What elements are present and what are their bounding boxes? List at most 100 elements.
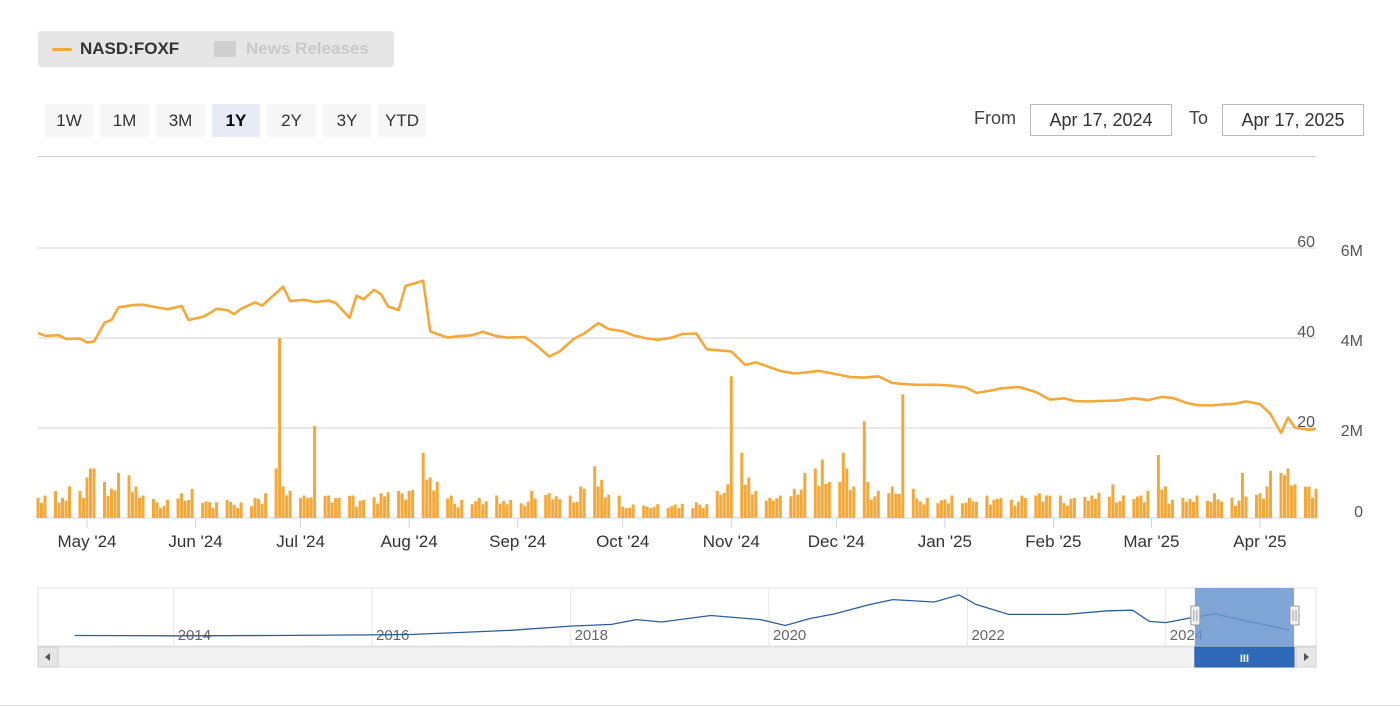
volume-bar (936, 503, 940, 518)
volume-bar (176, 498, 180, 518)
volume-bar (1311, 497, 1314, 518)
volume-bar (1083, 496, 1087, 518)
volume-bar (824, 484, 828, 518)
volume-bar (201, 502, 205, 518)
volume-bar (533, 498, 537, 518)
volume-bar (407, 491, 411, 518)
volume-bar (190, 488, 194, 519)
volume-bar (911, 488, 915, 519)
volume-bar (677, 508, 681, 518)
volume-bar (743, 485, 747, 518)
volume-bar (1258, 493, 1262, 519)
price-axis-tick: 20 (1297, 414, 1315, 431)
volume-bar (747, 477, 751, 518)
volume-bar (1237, 500, 1241, 518)
volume-bar (950, 495, 954, 518)
volume-bar (670, 506, 674, 518)
volume-bar (89, 468, 92, 518)
volume-bar (530, 491, 534, 518)
volume-bar (1307, 486, 1311, 518)
legend-label-news: News Releases (246, 39, 369, 58)
volume-bar (502, 500, 506, 518)
volume-bar (1020, 495, 1024, 518)
volume-bar (666, 508, 670, 518)
range-button-3m[interactable]: 3M (156, 104, 205, 137)
range-button-1y[interactable]: 1Y (212, 104, 260, 137)
from-date-input[interactable] (1030, 104, 1172, 136)
volume-bar (106, 495, 110, 518)
volume-bar (274, 468, 278, 518)
x-axis-label: Oct '24 (596, 532, 649, 551)
volume-bar (617, 495, 621, 518)
volume-bar (894, 493, 898, 518)
volume-bar (187, 499, 191, 518)
volume-bar (397, 491, 401, 518)
volume-bar (306, 498, 310, 518)
navigator-frame (37, 587, 1317, 647)
volume-axis-tick: 2M (1341, 423, 1363, 440)
volume-bar (446, 498, 450, 518)
volume-bar (985, 495, 989, 518)
volume-bar (1188, 498, 1192, 518)
scrollbar-thumb[interactable] (1194, 646, 1295, 668)
legend-item-news[interactable]: News Releases (214, 31, 369, 67)
volume-bar (1244, 496, 1248, 518)
range-button-ytd[interactable]: YTD (378, 104, 426, 137)
volume-bar (404, 499, 408, 518)
volume-bar (999, 497, 1003, 519)
volume-axis-tick: 0 (1354, 504, 1363, 521)
range-button-2y[interactable]: 2Y (267, 104, 316, 137)
legend-item-foxf[interactable]: NASD:FOXF (52, 31, 179, 67)
range-button-1w[interactable]: 1W (45, 104, 93, 137)
volume-bar (386, 492, 390, 518)
navigator-right-handle[interactable] (1289, 605, 1300, 626)
volume-bar (1065, 505, 1069, 518)
volume-bar (642, 505, 646, 518)
volume-axis-tick: 4M (1341, 333, 1363, 350)
volume-bar (694, 502, 698, 519)
volume-bar (1293, 484, 1297, 519)
volume-bar (180, 493, 184, 519)
navigator-line (74, 594, 1290, 637)
volume-bar (323, 495, 327, 518)
price-line (37, 279, 1317, 435)
volume-bar (498, 503, 502, 518)
to-label: To (1189, 108, 1209, 128)
volume-bar (362, 500, 366, 518)
volume-bar (596, 486, 600, 518)
volume-bar (103, 482, 106, 518)
x-axis-label: Jul '24 (276, 532, 325, 551)
volume-bar (558, 499, 562, 518)
volume-bar (873, 496, 877, 518)
navigator-year-label: 2018 (575, 627, 608, 644)
volume-bar (1009, 499, 1013, 518)
volume-bar (1114, 502, 1118, 518)
volume-bar (250, 506, 254, 518)
range-button-1m[interactable]: 1M (100, 104, 149, 137)
volume-bar (575, 501, 579, 518)
volume-bar (257, 499, 261, 518)
volume-bar (887, 493, 891, 518)
volume-bar (551, 499, 555, 518)
volume-bar (771, 500, 775, 518)
volume-bar (281, 486, 285, 518)
navigator-left-handle[interactable] (1190, 605, 1201, 626)
volume-bar (358, 500, 362, 518)
volume-bar (705, 504, 709, 518)
volume-bar (796, 494, 800, 518)
volume-bar (1041, 502, 1045, 518)
volume-bar (869, 499, 873, 518)
volume-bar (383, 496, 387, 518)
page-bottom-border (0, 705, 1400, 706)
volume-bar (1181, 497, 1185, 519)
to-date-input[interactable] (1222, 104, 1364, 136)
volume-bar (68, 486, 71, 518)
volume-bar (519, 503, 523, 518)
volume-bar (421, 452, 425, 519)
volume-bar (603, 497, 607, 518)
volume-bar (208, 502, 212, 519)
range-button-3y[interactable]: 3Y (323, 104, 371, 137)
volume-bar (1234, 505, 1237, 518)
volume-bar (680, 503, 684, 518)
volume-bar (841, 452, 845, 519)
